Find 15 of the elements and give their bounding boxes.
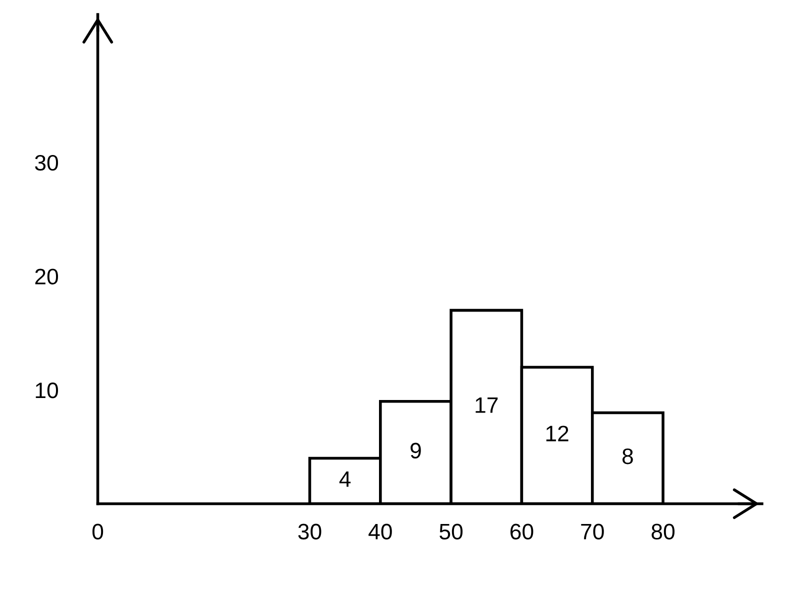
x-tick-label: 80 (652, 524, 675, 540)
y-tick-label: 30 (35, 154, 58, 171)
x-tick-label: 50 (440, 524, 463, 540)
x-tick-label: 70 (581, 524, 604, 540)
data-label: 17 (476, 397, 498, 413)
y-tick-label: 20 (35, 268, 58, 284)
data-label: 9 (410, 442, 421, 458)
x-tick-label: 60 (510, 524, 534, 540)
data-label: 8 (622, 448, 633, 464)
data-label: 4 (339, 471, 351, 487)
x-tick-label: 30 (298, 524, 322, 540)
data-label: 12 (546, 426, 568, 442)
x-tick-label: 40 (368, 524, 392, 540)
x-tick-label: 0 (92, 524, 104, 540)
y-tick-label: 10 (36, 382, 58, 398)
